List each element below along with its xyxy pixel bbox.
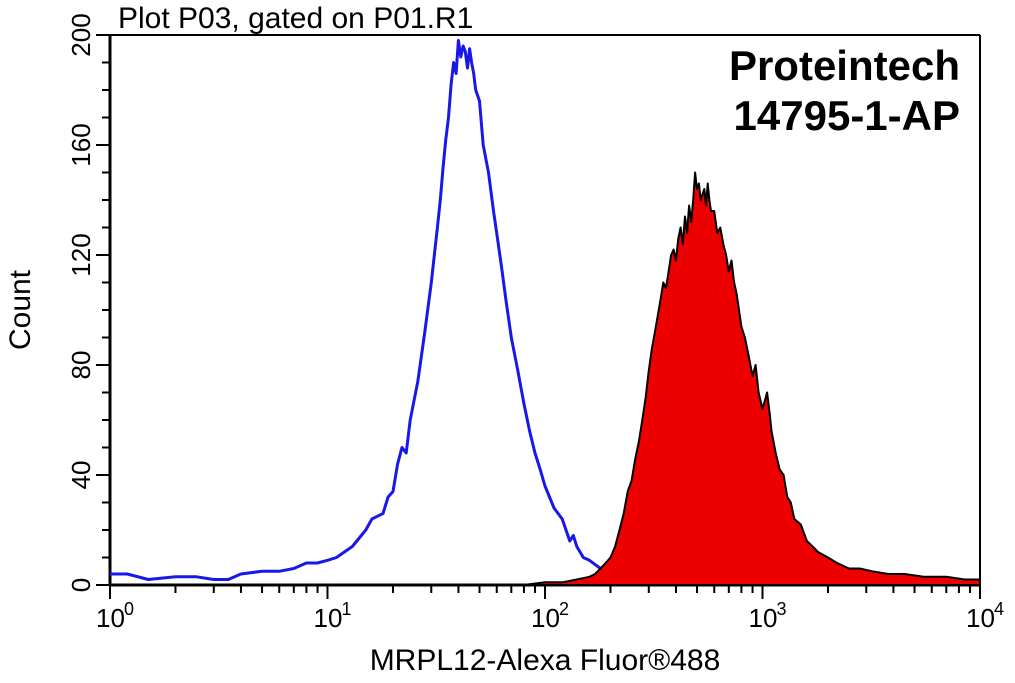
y-axis-label: Count: [4, 269, 37, 350]
x-tick-label-base: 10: [96, 603, 125, 633]
watermark-line1: Proteintech: [729, 42, 960, 89]
x-tick-label-exp: 3: [777, 599, 787, 619]
y-tick-label: 160: [66, 123, 96, 166]
x-tick-label-exp: 1: [342, 599, 352, 619]
x-tick-label-exp: 4: [994, 599, 1004, 619]
x-tick-label-base: 10: [749, 603, 778, 633]
flow-histogram-chart: 100101102103104MRPL12-Alexa Fluor®488040…: [0, 0, 1015, 683]
chart-wrapper: 100101102103104MRPL12-Alexa Fluor®488040…: [0, 0, 1015, 683]
plot-title: Plot P03, gated on P01.R1: [118, 2, 473, 35]
y-tick-label: 120: [66, 233, 96, 276]
y-tick-label: 0: [66, 578, 96, 592]
y-tick-label: 80: [66, 351, 96, 380]
x-tick-label-exp: 0: [124, 599, 134, 619]
watermark-line2: 14795-1-AP: [734, 92, 960, 139]
x-tick-label-exp: 2: [559, 599, 569, 619]
x-tick-label-base: 10: [966, 603, 995, 633]
y-tick-label: 40: [66, 461, 96, 490]
y-tick-label: 200: [66, 13, 96, 56]
x-tick-label-base: 10: [531, 603, 560, 633]
x-axis-label: MRPL12-Alexa Fluor®488: [370, 644, 721, 677]
x-tick-label-base: 10: [314, 603, 343, 633]
